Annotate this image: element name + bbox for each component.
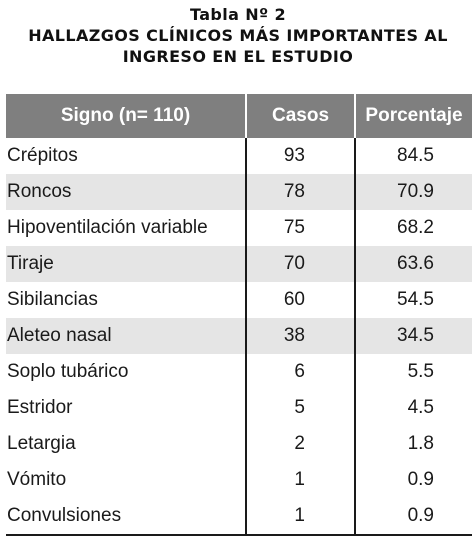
table-row: Roncos 78 70.9 (6, 174, 472, 210)
cell-porcentaje: 0.9 (354, 462, 472, 498)
cell-porcentaje: 34.5 (354, 318, 472, 354)
cell-casos: 70 (245, 246, 355, 282)
header-casos: Casos (245, 94, 355, 138)
cell-casos: 1 (245, 462, 355, 498)
cell-signo: Crépitos (7, 145, 78, 166)
table-number: Tabla Nº 2 (189, 5, 287, 24)
cell-porcentaje: 5.5 (354, 354, 472, 390)
cell-casos: 2 (245, 426, 355, 462)
header-signo: Signo (n= 110) (6, 94, 246, 138)
cell-porcentaje: 70.9 (354, 174, 472, 210)
cell-signo: Letargia (7, 433, 76, 454)
table-title-line-1: HALLAZGOS CLÍNICOS MÁS IMPORTANTES AL (28, 26, 448, 45)
cell-porcentaje: 0.9 (354, 498, 472, 534)
table-row: Vómito 1 0.9 (6, 462, 472, 498)
clinical-findings-table-container: Signo (n= 110) Casos Porcentaje Crépitos… (6, 94, 472, 536)
table-row: Hipoventilación variable 75 68.2 (6, 210, 472, 246)
cell-porcentaje: 84.5 (354, 138, 472, 174)
table-row: Crépitos 93 84.5 (6, 138, 472, 174)
clinical-findings-table: Signo (n= 110) Casos Porcentaje Crépitos… (6, 94, 472, 534)
table-header: Signo (n= 110) Casos Porcentaje (6, 94, 472, 138)
cell-casos: 38 (245, 318, 355, 354)
cell-signo: Hipoventilación variable (7, 217, 208, 238)
table-row: Estridor 5 4.5 (6, 390, 472, 426)
table-row: Tiraje 70 63.6 (6, 246, 472, 282)
cell-signo: Estridor (7, 397, 73, 418)
table-row: Soplo tubárico 6 5.5 (6, 354, 472, 390)
table-row: Aleteo nasal 38 34.5 (6, 318, 472, 354)
cell-porcentaje: 1.8 (354, 426, 472, 462)
cell-casos: 78 (245, 174, 355, 210)
cell-signo: Sibilancias (7, 289, 98, 310)
table-title-line-2: INGRESO EN EL ESTUDIO (122, 47, 354, 66)
cell-signo: Aleteo nasal (6, 318, 246, 354)
cell-porcentaje: 63.6 (354, 246, 472, 282)
cell-casos: 1 (245, 498, 355, 534)
cell-signo: Convulsiones (7, 505, 122, 526)
cell-casos: 75 (245, 210, 355, 246)
cell-signo: Vómito (7, 469, 67, 490)
cell-porcentaje: 68.2 (354, 210, 472, 246)
table-body: Crépitos 93 84.5 Roncos 78 70.9 Hipovent… (6, 138, 472, 534)
header-porcentaje: Porcentaje (354, 94, 472, 138)
header-row: Signo (n= 110) Casos Porcentaje (6, 94, 472, 138)
cell-porcentaje: 54.5 (354, 282, 472, 318)
cell-porcentaje: 4.5 (354, 390, 472, 426)
cell-casos: 60 (245, 282, 355, 318)
cell-casos: 93 (245, 138, 355, 174)
cell-casos: 6 (245, 354, 355, 390)
cell-signo: Tiraje (6, 246, 246, 282)
cell-casos: 5 (245, 390, 355, 426)
table-row: Convulsiones 1 0.9 (6, 498, 472, 534)
table-row: Letargia 2 1.8 (6, 426, 472, 462)
table-caption: Tabla Nº 2 HALLAZGOS CLÍNICOS MÁS IMPORT… (0, 4, 476, 67)
table-row: Sibilancias 60 54.5 (6, 282, 472, 318)
cell-signo: Roncos (6, 174, 246, 210)
cell-signo: Soplo tubárico (7, 361, 129, 382)
